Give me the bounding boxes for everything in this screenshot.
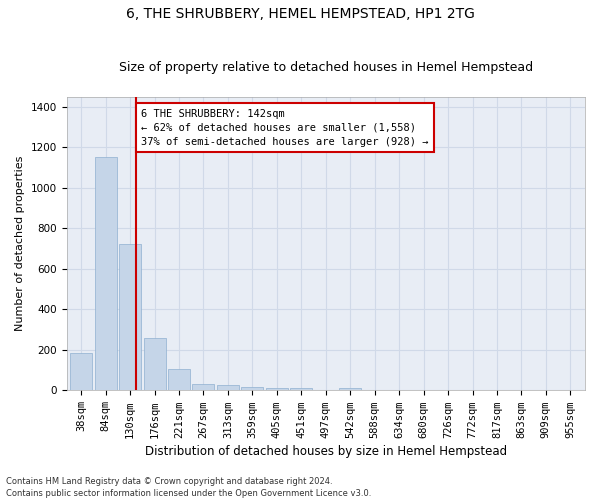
Bar bbox=[70, 353, 92, 391]
Bar bbox=[143, 338, 166, 390]
Text: Contains HM Land Registry data © Crown copyright and database right 2024.
Contai: Contains HM Land Registry data © Crown c… bbox=[6, 476, 371, 498]
Y-axis label: Number of detached properties: Number of detached properties bbox=[15, 156, 25, 331]
Text: 6, THE SHRUBBERY, HEMEL HEMPSTEAD, HP1 2TG: 6, THE SHRUBBERY, HEMEL HEMPSTEAD, HP1 2… bbox=[125, 8, 475, 22]
Bar bbox=[266, 388, 288, 390]
Bar bbox=[241, 386, 263, 390]
Bar bbox=[193, 384, 214, 390]
Bar bbox=[217, 384, 239, 390]
Bar bbox=[119, 244, 141, 390]
Bar bbox=[290, 388, 313, 390]
Text: 6 THE SHRUBBERY: 142sqm
← 62% of detached houses are smaller (1,558)
37% of semi: 6 THE SHRUBBERY: 142sqm ← 62% of detache… bbox=[142, 108, 429, 146]
X-axis label: Distribution of detached houses by size in Hemel Hempstead: Distribution of detached houses by size … bbox=[145, 444, 507, 458]
Bar bbox=[339, 388, 361, 390]
Bar bbox=[168, 369, 190, 390]
Bar bbox=[95, 158, 116, 390]
Title: Size of property relative to detached houses in Hemel Hempstead: Size of property relative to detached ho… bbox=[119, 62, 533, 74]
